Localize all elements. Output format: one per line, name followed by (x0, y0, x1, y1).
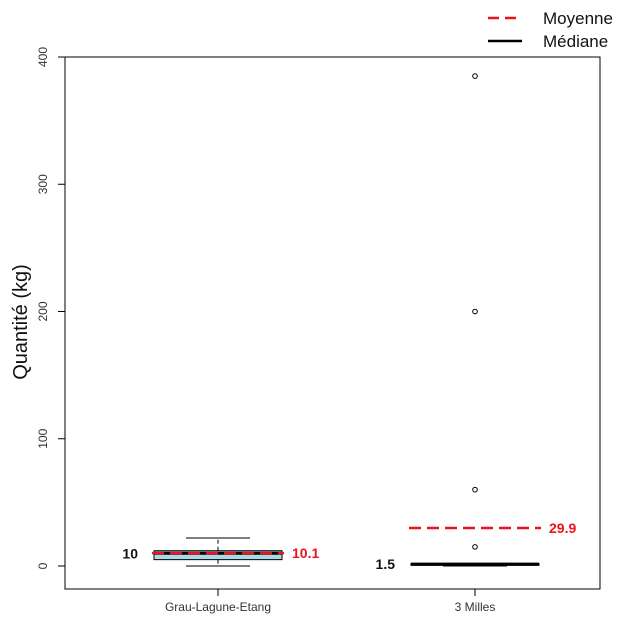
x-tick-label-0: Grau-Lagune-Etang (165, 600, 271, 614)
plot-frame (64, 56, 601, 590)
box-0-median-label: 10 (122, 545, 138, 561)
box-1-outlier-1 (472, 486, 478, 493)
box-1-median-label: 1.5 (376, 556, 396, 572)
y-tick-label-200: 200 (36, 301, 50, 321)
box-0-iqr (153, 550, 283, 561)
y-tick-label-300: 300 (36, 174, 50, 194)
box-1-outlier-3 (472, 73, 478, 79)
x-axis: Grau-Lagune-Etang 3 Milles (165, 588, 496, 614)
y-axis: 0 100 200 300 400 (36, 47, 66, 569)
box-0-mean-label: 10.1 (292, 545, 319, 561)
box-1-mean-label: 29.9 (549, 520, 576, 536)
y-tick-label-400: 400 (36, 47, 50, 67)
box-0: 10 10.1 (122, 537, 319, 567)
box-1-outlier-2 (472, 308, 478, 315)
y-axis-title: Quantité (kg) (10, 264, 32, 380)
y-tick-label-0: 0 (36, 562, 50, 569)
box-1-outlier-0 (472, 544, 478, 550)
box-1: 1.5 29.9 (376, 73, 576, 572)
x-tick-label-1: 3 Milles (455, 600, 496, 614)
y-tick-label-100: 100 (36, 428, 50, 448)
legend-median-label: Médiane (543, 32, 608, 51)
legend: Moyenne Médiane (488, 9, 613, 51)
legend-mean-label: Moyenne (543, 9, 613, 28)
boxes: 10 10.1 1.5 29.9 (122, 73, 576, 572)
